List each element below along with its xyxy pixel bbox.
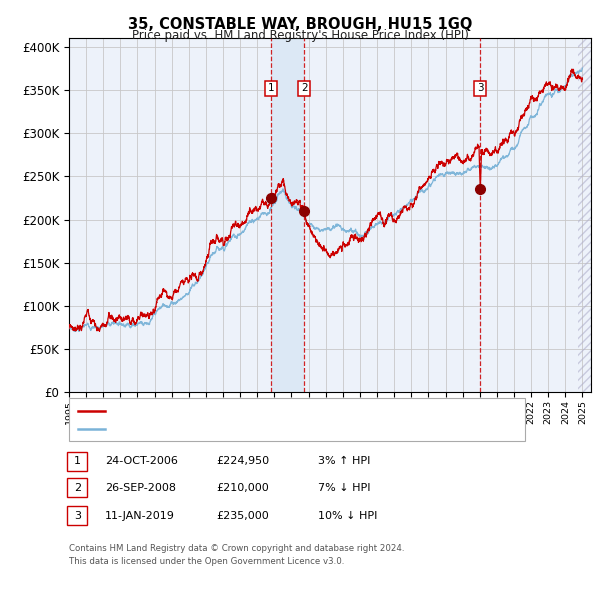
Text: 24-OCT-2006: 24-OCT-2006: [105, 457, 178, 466]
Text: 11-JAN-2019: 11-JAN-2019: [105, 511, 175, 520]
Text: 1: 1: [74, 457, 81, 466]
Bar: [271, 38, 304, 392]
Bar: [578, 38, 591, 392]
Text: 10% ↓ HPI: 10% ↓ HPI: [318, 511, 377, 520]
Text: 35, CONSTABLE WAY, BROUGH, HU15 1GQ: 35, CONSTABLE WAY, BROUGH, HU15 1GQ: [128, 17, 472, 31]
Text: 26-SEP-2008: 26-SEP-2008: [105, 483, 176, 493]
Text: 7% ↓ HPI: 7% ↓ HPI: [318, 483, 371, 493]
Text: 1: 1: [268, 83, 274, 93]
Bar: [480, 38, 481, 392]
Text: £210,000: £210,000: [216, 483, 269, 493]
Bar: [578, 38, 591, 392]
Text: 2: 2: [74, 483, 81, 493]
Text: Contains HM Land Registry data © Crown copyright and database right 2024.: Contains HM Land Registry data © Crown c…: [69, 545, 404, 553]
Text: 3: 3: [477, 83, 484, 93]
Text: 35, CONSTABLE WAY, BROUGH, HU15 1GQ (detached house): 35, CONSTABLE WAY, BROUGH, HU15 1GQ (det…: [111, 406, 427, 416]
Text: 2: 2: [301, 83, 307, 93]
Text: 3: 3: [74, 511, 81, 520]
Text: 3% ↑ HPI: 3% ↑ HPI: [318, 457, 370, 466]
Text: £224,950: £224,950: [216, 457, 269, 466]
Text: HPI: Average price, detached house, East Riding of Yorkshire: HPI: Average price, detached house, East…: [111, 424, 427, 434]
Text: This data is licensed under the Open Government Licence v3.0.: This data is licensed under the Open Gov…: [69, 558, 344, 566]
Text: £235,000: £235,000: [216, 511, 269, 520]
Text: Price paid vs. HM Land Registry's House Price Index (HPI): Price paid vs. HM Land Registry's House …: [131, 30, 469, 42]
